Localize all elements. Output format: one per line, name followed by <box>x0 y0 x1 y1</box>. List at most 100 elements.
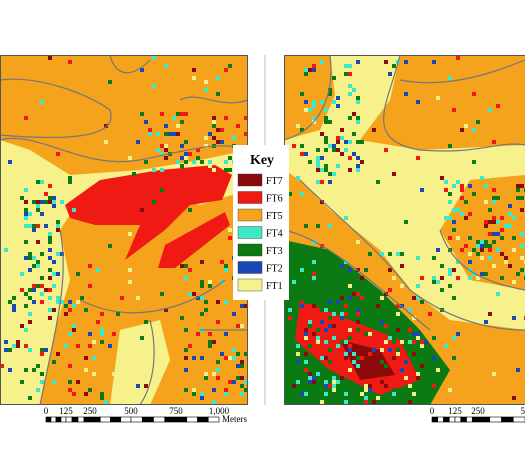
pixel <box>400 252 404 256</box>
pixel <box>436 280 440 284</box>
pixel <box>24 224 28 228</box>
pixel <box>312 384 316 388</box>
pixel <box>332 172 336 176</box>
pixel <box>480 256 484 260</box>
pixel <box>292 328 296 332</box>
pixel <box>296 360 300 364</box>
pixel <box>244 132 248 136</box>
pixel <box>432 280 436 284</box>
pixel <box>412 332 416 336</box>
pixel <box>172 116 176 120</box>
pixel <box>68 308 72 312</box>
scale-label: 1,000 <box>209 406 230 416</box>
pixel <box>492 220 496 224</box>
pixel <box>320 340 324 344</box>
pixel <box>320 168 324 172</box>
pixel <box>24 212 28 216</box>
pixel <box>484 224 488 228</box>
pixel <box>448 272 452 276</box>
pixel <box>408 384 412 388</box>
pixel <box>356 328 360 332</box>
pixel <box>488 220 492 224</box>
scale-segment <box>65 416 73 423</box>
pixel <box>240 324 244 328</box>
pixel <box>224 300 228 304</box>
pixel <box>356 332 360 336</box>
scale-label: 250 <box>471 406 485 416</box>
pixel <box>328 380 332 384</box>
pixel <box>32 172 36 176</box>
pixel <box>496 248 500 252</box>
pixel <box>340 264 344 268</box>
pixel <box>336 96 340 100</box>
pixel <box>516 368 520 372</box>
pixel <box>188 344 192 348</box>
pixel <box>360 296 364 300</box>
pixel <box>476 244 480 248</box>
pixel <box>212 400 216 404</box>
pixel <box>500 276 504 280</box>
pixel <box>404 360 408 364</box>
pixel <box>348 368 352 372</box>
pixel <box>484 244 488 248</box>
pixel <box>100 392 104 396</box>
pixel <box>328 180 332 184</box>
pixel <box>20 272 24 276</box>
pixel <box>508 224 512 228</box>
pixel <box>516 196 520 200</box>
pixel <box>356 168 360 172</box>
pixel <box>292 280 296 284</box>
pixel <box>356 96 360 100</box>
pixel <box>500 236 504 240</box>
pixel <box>348 92 352 96</box>
pixel <box>36 260 40 264</box>
pixel <box>348 64 352 68</box>
pixel <box>328 144 332 148</box>
pixel <box>52 260 56 264</box>
pixel <box>52 220 56 224</box>
pixel <box>348 156 352 160</box>
pixel <box>452 108 456 112</box>
pixel <box>472 248 476 252</box>
pixel <box>208 344 212 348</box>
pixel <box>488 208 492 212</box>
pixel <box>236 376 240 380</box>
pixel <box>48 288 52 292</box>
pixel <box>332 76 336 80</box>
pixel <box>356 268 360 272</box>
pixel <box>344 96 348 100</box>
pixel <box>48 296 52 300</box>
pixel <box>364 268 368 272</box>
pixel <box>360 276 364 280</box>
pixel <box>212 388 216 392</box>
pixel <box>452 228 456 232</box>
pixel <box>32 224 36 228</box>
pixel <box>348 336 352 340</box>
pixel <box>56 252 60 256</box>
ft7-area <box>340 340 395 380</box>
pixel <box>388 348 392 352</box>
pixel <box>220 128 224 132</box>
pixel <box>40 200 44 204</box>
pixel <box>456 276 460 280</box>
pixel <box>324 340 328 344</box>
pixel <box>432 276 436 280</box>
pixel <box>484 320 488 324</box>
pixel <box>68 180 72 184</box>
pixel <box>456 56 460 60</box>
pixel <box>372 128 376 132</box>
pixel <box>356 240 360 244</box>
pixel <box>380 324 384 328</box>
pixel <box>456 180 460 184</box>
pixel <box>40 276 44 280</box>
scale-segment <box>99 416 111 423</box>
pixel <box>352 88 356 92</box>
pixel <box>460 196 464 200</box>
pixel <box>472 272 476 276</box>
pixel <box>468 212 472 216</box>
pixel <box>392 376 396 380</box>
pixel <box>516 272 520 276</box>
pixel <box>412 316 416 320</box>
legend-title: Key <box>250 153 274 168</box>
scale-label: 0 <box>44 406 49 416</box>
